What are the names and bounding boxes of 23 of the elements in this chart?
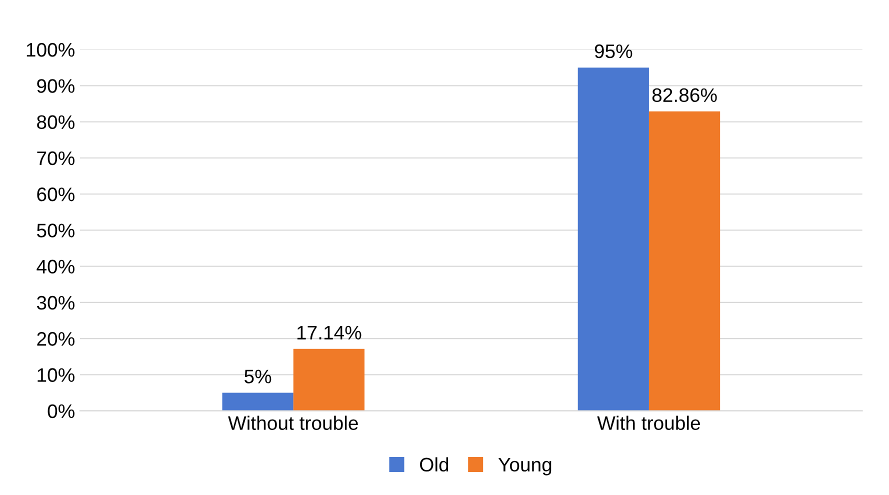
data-label: 82.86% [652, 88, 717, 102]
y-tick-label: 70% [37, 151, 74, 166]
y-tick-label: 60% [37, 188, 74, 202]
legend-label: Old [420, 457, 448, 472]
data-label: 5% [244, 370, 272, 384]
x-tick-label: With trouble [597, 416, 700, 430]
y-tick-label: 90% [37, 79, 74, 93]
bar [293, 348, 364, 411]
data-label: 95% [594, 44, 632, 58]
y-tick-label: 30% [36, 296, 74, 310]
y-tick-label: 100% [26, 42, 74, 57]
bar [578, 68, 649, 411]
bar [648, 111, 720, 411]
y-tick-label: 10% [38, 368, 74, 382]
y-tick-label: 20% [37, 332, 74, 346]
y-tick-label: 80% [37, 115, 74, 130]
y-tick-label: 40% [36, 260, 74, 274]
y-tick-label: 0% [48, 404, 74, 418]
data-label: 17.14% [297, 326, 362, 340]
x-tick-label: Without trouble [228, 416, 358, 430]
legend-label: Young [498, 458, 552, 476]
bar [222, 392, 294, 411]
y-tick-label: 50% [37, 224, 74, 238]
